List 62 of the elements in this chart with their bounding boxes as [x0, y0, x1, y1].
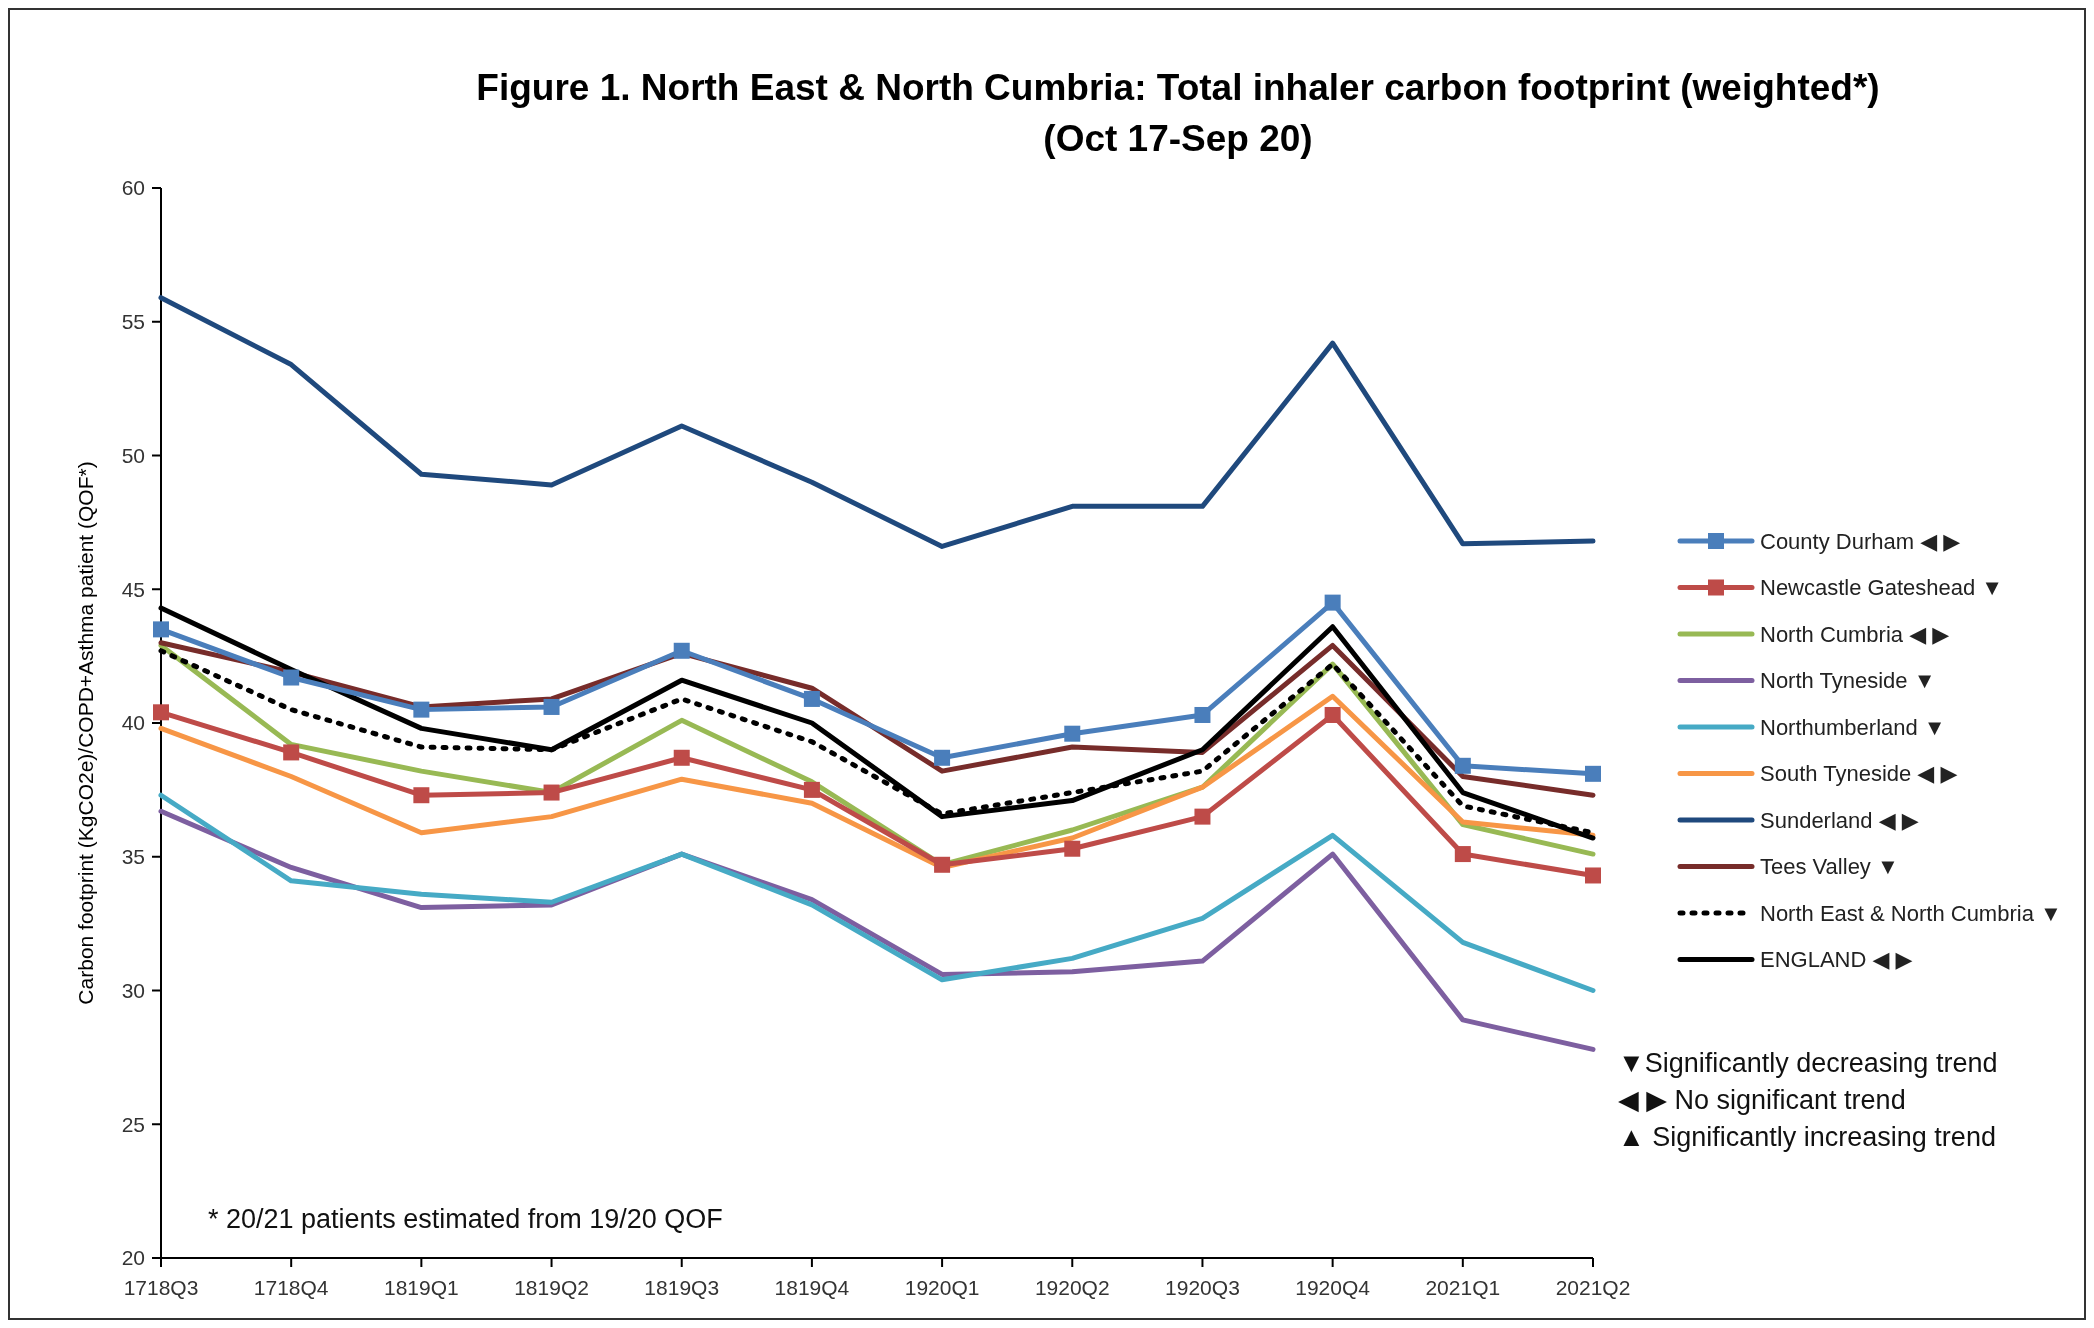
point: [934, 749, 951, 766]
point: [413, 787, 430, 804]
y-tick-label: 20: [121, 1246, 145, 1270]
point: [1064, 725, 1081, 742]
point: [1324, 706, 1341, 723]
x-tick-label: 1920Q3: [1165, 1276, 1240, 1299]
point: [283, 744, 300, 761]
y-tick-label: 40: [121, 711, 145, 735]
point: [1194, 808, 1211, 825]
y-tick-label: 25: [121, 1112, 145, 1136]
y-axis-title: Carbon footprint (KgCO2e)/COPD+Asthma patient (QOF*): [74, 461, 97, 1005]
annotation: * 20/21 patients estimated from 19/20 QOF: [208, 1204, 723, 1234]
point: [673, 749, 690, 766]
point: [153, 704, 169, 721]
point: [803, 690, 820, 707]
point: [1454, 846, 1471, 863]
point: [1324, 594, 1341, 611]
x-tick-label: 1718Q4: [253, 1276, 329, 1299]
legend-label: North Cumbria ◀ ▶: [1760, 621, 1950, 647]
x-tick-label: 1920Q4: [1295, 1276, 1371, 1299]
point: [1585, 867, 1601, 884]
text: ◀ ▶ No significant trend: [1618, 1085, 1906, 1116]
legend-label: North Tyneside ▼: [1760, 668, 1936, 694]
x-tick-label: 1819Q2: [514, 1276, 589, 1299]
legend-label: North East & North Cumbria ▼: [1760, 900, 2062, 926]
x-tick-label: 1819Q4: [774, 1276, 850, 1299]
legend-label: Newcastle Gateshead ▼: [1760, 575, 2004, 601]
x-tick-label: 1920Q1: [904, 1276, 980, 1299]
legend-label: ENGLAND ◀ ▶: [1760, 947, 1913, 973]
point: [413, 701, 430, 718]
point: [1585, 765, 1601, 782]
x-tick-label: 1718Q3: [123, 1276, 199, 1299]
y-tick-label: 60: [121, 176, 145, 200]
point: [283, 669, 300, 686]
y-tick-label: 30: [121, 978, 145, 1002]
point: [1064, 840, 1081, 857]
y-tick-label: 50: [121, 443, 145, 467]
legend-label: Sunderland ◀ ▶: [1760, 807, 1919, 833]
chart-title: Figure 1. North East & North Cumbria: Total inhaler carbon footprint (weighted*): [476, 67, 1880, 108]
point: [543, 698, 560, 715]
legend-label: Tees Valley ▼: [1760, 854, 1899, 880]
x-tick-label: 1920Q2: [1034, 1276, 1110, 1299]
x-tick-label: 1819Q3: [644, 1276, 720, 1299]
legend-label: Northumberland ▼: [1760, 714, 1946, 740]
point: [934, 856, 951, 873]
y-tick-label: 35: [121, 845, 145, 869]
legend-label: South Tyneside ◀ ▶: [1760, 761, 1958, 787]
point: [543, 784, 560, 801]
legend-label: County Durham ◀ ▶: [1760, 528, 1961, 554]
y-tick-label: 55: [121, 310, 145, 334]
point: [1454, 757, 1471, 774]
point: [153, 621, 169, 638]
y-tick-label: 45: [121, 577, 145, 601]
x-tick-label: 1819Q1: [384, 1276, 459, 1299]
chart-subtitle: (Oct 17-Sep 20): [1043, 118, 1313, 159]
text: ▲ Significantly increasing trend: [1618, 1122, 1996, 1153]
x-tick-label: 2021Q1: [1425, 1276, 1501, 1299]
point: [673, 642, 690, 659]
point: [803, 781, 820, 798]
text: ▼Significantly decreasing trend: [1618, 1048, 1998, 1079]
x-tick-label: 2021Q2: [1555, 1276, 1631, 1299]
point: [1194, 706, 1211, 723]
